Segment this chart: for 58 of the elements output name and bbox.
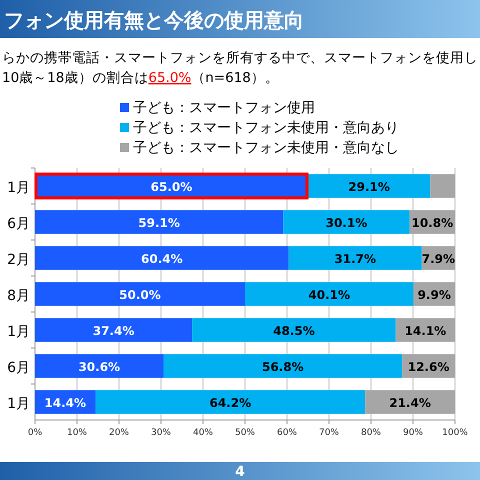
bar	[288, 246, 422, 270]
data-label: 48.5%	[273, 324, 315, 338]
data-label: 29.1%	[348, 180, 390, 194]
data-label: 50.0%	[119, 288, 161, 302]
y-tick-label: 1月	[7, 180, 30, 196]
x-tick-label: 100%	[442, 428, 468, 438]
data-label: 37.4%	[92, 324, 134, 338]
x-tick-label: 40%	[192, 428, 214, 438]
data-label: 60.4%	[141, 252, 183, 266]
y-tick-label: 6月	[7, 216, 30, 232]
chart-title: フォン使用有無と今後の使用意向	[4, 8, 304, 32]
data-label: 30.1%	[326, 216, 368, 230]
data-label: 14.1%	[404, 324, 446, 338]
data-label: 40.1%	[308, 288, 350, 302]
y-tick-label: 1月	[7, 324, 30, 340]
data-label: 59.1%	[138, 216, 180, 230]
x-tick-label: 90%	[402, 428, 424, 438]
legend-item: 子ども：スマートフォン使用	[120, 100, 315, 116]
bar	[245, 282, 414, 306]
data-label: 7.9%	[422, 252, 456, 266]
y-tick-label: 6月	[7, 360, 30, 376]
bar	[308, 174, 430, 198]
data-label: 10.8%	[412, 216, 454, 230]
bar	[35, 282, 245, 306]
x-tick-label: 20%	[108, 428, 130, 438]
data-label: 14.4%	[44, 396, 86, 410]
data-label: 21.4%	[389, 396, 431, 410]
y-tick-label: 8月	[7, 288, 30, 304]
data-label: 30.6%	[78, 360, 120, 374]
bar	[35, 210, 284, 234]
text: 4	[235, 464, 246, 480]
x-tick-label: 0%	[28, 428, 43, 438]
bar	[192, 318, 396, 342]
x-tick-label: 30%	[150, 428, 172, 438]
y-tick-label: 2月	[7, 252, 30, 268]
bar	[283, 210, 410, 234]
chart-subtitle: らかの携帯電話・スマートフォンを所有する中で、スマートフォンを使用し 10歳～18歳）の割合は65.0%（n=618）。	[2, 50, 478, 86]
bar	[35, 246, 289, 270]
data-label: 9.9%	[418, 288, 451, 302]
bar	[35, 318, 192, 342]
y-tick-label: 1月	[7, 396, 30, 412]
legend-item: 子ども：スマートフォン未使用・意向あり	[120, 120, 399, 136]
x-tick-label: 60%	[276, 428, 298, 438]
x-tick-label: 50%	[234, 428, 256, 438]
x-tick-label: 70%	[318, 428, 340, 438]
bar	[365, 390, 455, 414]
data-label: 31.7%	[334, 252, 376, 266]
bar	[430, 174, 455, 198]
data-label: 64.2%	[209, 396, 252, 410]
data-label: 12.6%	[408, 360, 450, 374]
x-tick-label: 10%	[66, 428, 88, 438]
bar	[35, 354, 164, 378]
bar	[164, 354, 402, 378]
data-label: 56.8%	[262, 360, 304, 374]
legend-item: 子ども：スマートフォン未使用・意向なし	[120, 140, 399, 156]
x-tick-label: 80%	[360, 428, 382, 438]
data-label: 65.0%	[150, 180, 192, 194]
bar	[95, 390, 366, 414]
